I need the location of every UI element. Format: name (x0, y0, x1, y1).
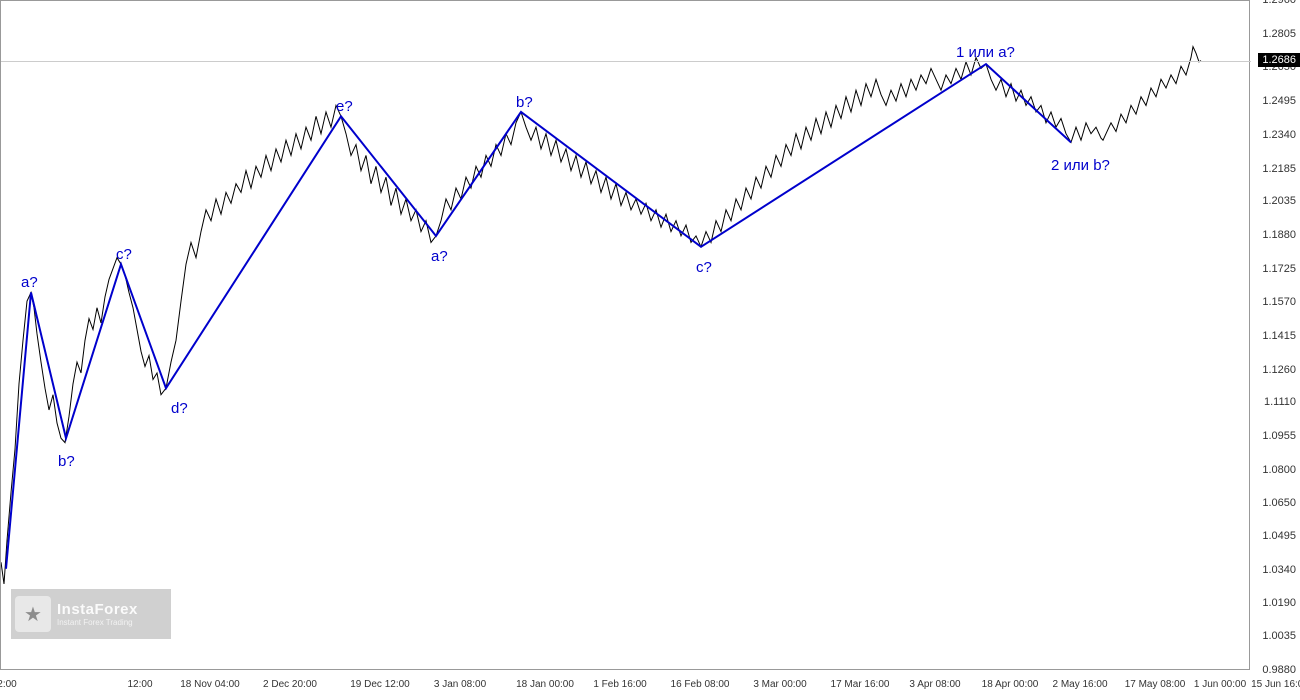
wave-label: a? (21, 274, 38, 291)
x-tick-label: 18 Jan 00:00 (516, 679, 574, 690)
x-tick-label: 12:00 (127, 679, 152, 690)
y-tick-label: 1.1110 (1264, 396, 1296, 408)
wave-label: a? (431, 248, 448, 265)
y-tick-label: 1.2185 (1262, 163, 1296, 175)
wave-label: c? (696, 259, 712, 276)
y-tick-label: 1.2035 (1262, 195, 1296, 207)
y-tick-label: 0.9880 (1262, 664, 1296, 676)
x-tick-label: 2 May 16:00 (1052, 679, 1107, 690)
wave-label: b? (58, 453, 75, 470)
y-axis: 0.98801.00351.01901.03401.04951.06501.08… (1250, 0, 1300, 670)
wave-label: d? (171, 400, 188, 417)
wave-label: e? (336, 98, 353, 115)
y-tick-label: 1.0190 (1262, 597, 1296, 609)
wave-label: b? (516, 94, 533, 111)
y-tick-label: 1.2340 (1262, 129, 1296, 141)
y-tick-label: 1.1260 (1262, 364, 1296, 376)
chart-container: a? b? c? d? e? a? b? c? 1 или a? 2 или b? ★ Insta… (0, 0, 1300, 700)
y-tick-label: 1.0035 (1262, 630, 1296, 642)
current-price-line (1, 61, 1251, 62)
x-axis: 2:00 12:00 18 Nov 04:00 2 Dec 20:00 19 Dec 1… (0, 670, 1250, 700)
current-price-badge: 1.2686 (1258, 53, 1300, 67)
y-tick-label: 1.1725 (1262, 263, 1296, 275)
x-tick-label: 19 Dec 12:00 (350, 679, 410, 690)
y-tick-label: 1.1570 (1262, 296, 1296, 308)
x-tick-label: 3 Jan 08:00 (434, 679, 486, 690)
y-tick-label: 1.0800 (1262, 464, 1296, 476)
chart-svg (1, 1, 1251, 671)
x-tick-label: 1 Feb 16:00 (593, 679, 646, 690)
watermark: ★ InstaForex Instant Forex Trading (11, 589, 171, 639)
y-tick-label: 1.0340 (1262, 564, 1296, 576)
y-tick-label: 1.2960 (1262, 0, 1296, 6)
y-tick-label: 1.2495 (1262, 95, 1296, 107)
logo-icon: ★ (15, 596, 51, 632)
watermark-sub: Instant Forex Trading (57, 618, 138, 627)
y-tick-label: 1.0650 (1262, 497, 1296, 509)
x-tick-label: 18 Nov 04:00 (180, 679, 240, 690)
wave-label: 1 или a? (956, 44, 1015, 61)
x-tick-label: 3 Mar 00:00 (753, 679, 806, 690)
watermark-text: InstaForex Instant Forex Trading (57, 601, 138, 627)
y-tick-label: 1.1415 (1262, 330, 1296, 342)
y-tick-label: 1.2805 (1262, 28, 1296, 40)
x-tick-label: 16 Feb 08:00 (671, 679, 730, 690)
y-tick-label: 1.0955 (1262, 430, 1296, 442)
x-tick-label: 18 Apr 00:00 (982, 679, 1039, 690)
x-tick-label: 17 May 08:00 (1125, 679, 1186, 690)
x-tick-label: 1 Jun 00:00 (1194, 679, 1246, 690)
y-tick-label: 1.0495 (1262, 530, 1296, 542)
x-tick-label: 2 Dec 20:00 (263, 679, 317, 690)
x-tick-label: 17 Mar 16:00 (831, 679, 890, 690)
plot-area[interactable]: a? b? c? d? e? a? b? c? 1 или a? 2 или b? ★ Insta… (0, 0, 1250, 670)
x-tick-label: 15 Jun 16:00 (1251, 679, 1300, 690)
wave-label: c? (116, 246, 132, 263)
price-path (1, 47, 1201, 584)
x-tick-label: 2:00 (0, 679, 17, 690)
wave-label: 2 или b? (1051, 157, 1110, 174)
x-tick-label: 3 Apr 08:00 (909, 679, 960, 690)
watermark-main: InstaForex (57, 601, 138, 618)
y-tick-label: 1.1880 (1262, 229, 1296, 241)
